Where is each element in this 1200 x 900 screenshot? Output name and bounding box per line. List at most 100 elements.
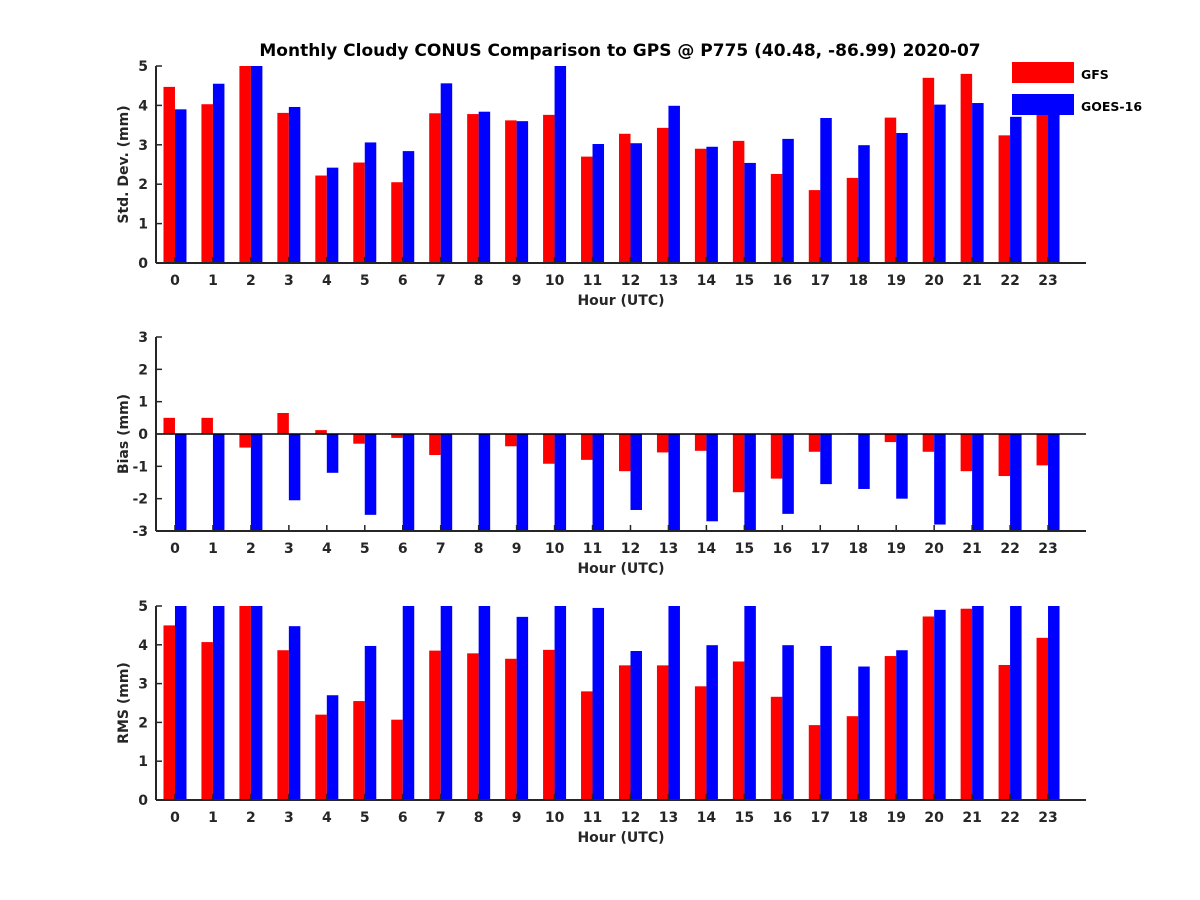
stddev-bar-gfs-hour-8 [467,114,479,264]
stddev-bar-gfs-hour-4 [315,175,327,263]
bias-bar-gfs-hour-3 [277,412,289,434]
stddev-bar-gfs-hour-23 [1036,105,1049,264]
stddev-bar-goes16-hour-16 [782,138,794,263]
stddev-bar-gfs-hour-7 [429,113,441,263]
rms-xtick-label: 14 [697,810,717,826]
stddev-y-axis-label: Std. Dev. (mm) [116,105,132,223]
bias-ytick-label: -3 [132,524,148,540]
stddev-bar-gfs-hour-2 [239,66,251,263]
rms-bar-goes16-hour-22 [1010,606,1022,800]
rms-bar-goes16-hour-9 [516,616,529,800]
bias-ytick-label: 2 [138,362,148,378]
bias-xtick-label: 5 [360,541,370,557]
bias-bar-gfs-hour-14 [694,434,707,451]
rms-bar-goes16-hour-2 [250,606,263,800]
rms-bar-gfs-hour-12 [618,665,631,800]
bias-xtick-label: 11 [583,541,602,557]
rms-bar-goes16-hour-7 [440,606,453,800]
rms-bar-goes16-hour-14 [706,645,718,800]
bias-bar-gfs-hour-19 [884,434,897,443]
stddev-bar-gfs-hour-21 [960,73,973,263]
rms-xtick-label: 19 [886,810,905,826]
bias-bar-gfs-hour-20 [922,434,935,452]
stddev-bar-gfs-hour-20 [922,77,935,263]
stddev-xtick-label: 3 [284,273,294,289]
stddev-xtick-label: 10 [545,273,565,289]
stddev-xtick-label: 14 [697,273,717,289]
stddev-xtick-label: 13 [659,273,678,289]
rms-bar-gfs-hour-1 [201,642,213,800]
rms-bar-goes16-hour-19 [896,650,908,800]
stddev-xtick-label: 21 [962,273,981,289]
rms-xtick-label: 21 [962,810,981,826]
stddev-ytick-label: 4 [138,98,148,114]
rms-bar-goes16-hour-6 [402,606,415,800]
rms-bar-gfs-hour-8 [467,653,479,800]
stddev-xtick-label: 8 [474,273,484,289]
stddev-bar-gfs-hour-6 [391,182,403,263]
bias-xtick-label: 10 [545,541,565,557]
rms-bar-gfs-hour-5 [353,701,365,800]
rms-bar-gfs-hour-21 [960,608,973,800]
bias-bar-goes16-hour-13 [668,434,680,531]
stddev-bar-goes16-hour-12 [630,143,642,263]
rms-bar-gfs-hour-3 [277,650,289,800]
bias-bar-goes16-hour-21 [972,434,984,531]
bias-bar-goes16-hour-23 [1048,434,1060,531]
rms-xtick-label: 11 [583,810,602,826]
bias-bar-goes16-hour-7 [440,434,453,531]
rms-xtick-label: 3 [284,810,294,826]
bias-bar-gfs-hour-4 [315,430,327,434]
rms-bar-gfs-hour-18 [846,716,859,800]
rms-bar-gfs-hour-22 [998,664,1011,800]
stddev-xtick-label: 23 [1038,273,1057,289]
stddev-bar-gfs-hour-16 [770,173,783,263]
rms-bar-gfs-hour-13 [656,665,669,800]
bias-bar-goes16-hour-16 [782,434,794,514]
stddev-xtick-label: 22 [1000,273,1019,289]
rms-xtick-label: 0 [170,810,180,826]
bias-bar-goes16-hour-1 [212,434,225,531]
rms-bar-gfs-hour-20 [922,616,935,800]
stddev-xtick-label: 17 [811,273,830,289]
bias-bar-gfs-hour-5 [353,434,365,444]
rms-bar-goes16-hour-15 [744,606,756,800]
stddev-bar-goes16-hour-20 [934,104,946,263]
stddev-ytick-label: 5 [138,59,148,75]
bias-bar-goes16-hour-20 [934,434,946,525]
stddev-bar-goes16-hour-3 [288,106,301,263]
rms-bar-goes16-hour-21 [972,606,984,800]
bias-xtick-label: 9 [512,541,522,557]
rms-ytick-label: 1 [138,754,148,770]
bias-bar-gfs-hour-22 [998,434,1011,477]
stddev-x-axis-label: Hour (UTC) [577,293,664,309]
rms-xtick-label: 17 [811,810,830,826]
bias-ytick-label: -2 [132,492,148,508]
bias-xtick-label: 19 [886,541,905,557]
stddev-bar-goes16-hour-2 [250,66,263,263]
rms-bar-goes16-hour-17 [820,645,832,800]
stddev-bar-goes16-hour-13 [668,105,680,263]
rms-bar-gfs-hour-11 [581,691,593,800]
stddev-bar-gfs-hour-11 [581,156,593,263]
rms-bar-gfs-hour-0 [163,625,175,800]
bias-bar-goes16-hour-22 [1010,434,1022,531]
bias-bar-goes16-hour-4 [326,434,339,473]
bias-xtick-label: 3 [284,541,294,557]
stddev-xtick-label: 6 [398,273,408,289]
legend-swatch-goes16 [1012,94,1074,115]
stddev-bar-gfs-hour-17 [808,190,821,263]
bias-bar-gfs-hour-16 [770,434,783,479]
rms-ytick-label: 0 [138,793,148,809]
stddev-bar-gfs-hour-22 [998,135,1011,263]
bias-y-axis-label: Bias (mm) [116,394,132,474]
bias-bar-gfs-hour-13 [656,434,669,453]
stddev-bar-goes16-hour-4 [326,167,339,263]
bias-ytick-label: 0 [138,427,148,443]
bias-ytick-label: 1 [138,395,148,411]
stddev-xtick-label: 4 [322,273,332,289]
rms-xtick-label: 2 [246,810,256,826]
